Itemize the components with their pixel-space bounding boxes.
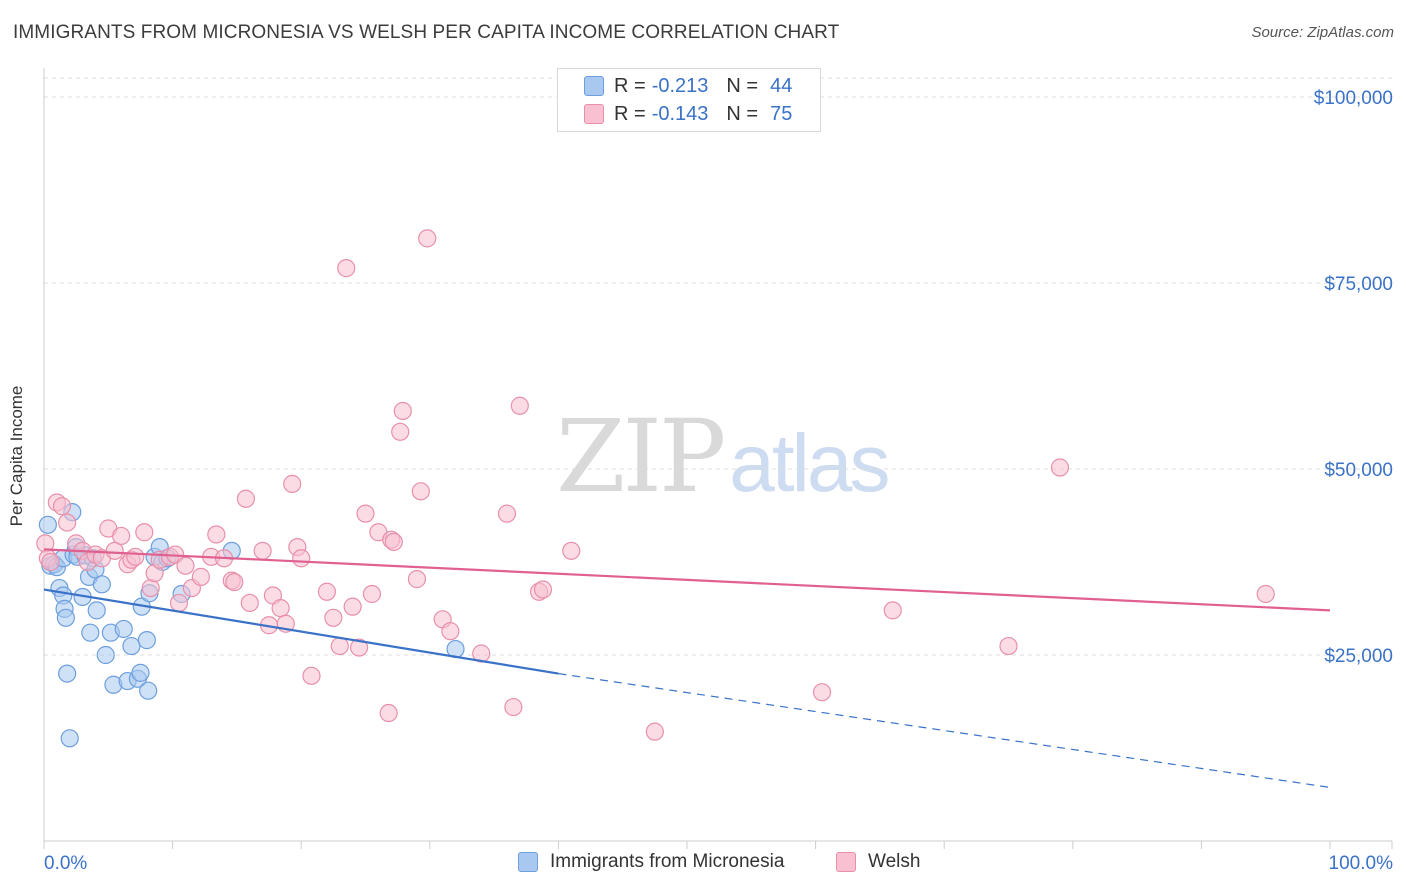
welsh-point [141, 578, 160, 598]
welsh-point [271, 599, 290, 618]
y-tick-label: $50,000 [1324, 460, 1393, 481]
welsh-point [391, 422, 410, 441]
welsh-point [317, 582, 337, 601]
welsh-point [393, 401, 412, 421]
welsh-point [126, 547, 145, 566]
micronesia-trend-extension [558, 673, 1331, 789]
welsh-point [349, 638, 369, 657]
welsh-point [225, 572, 244, 592]
y-tick-label: $25,000 [1324, 646, 1393, 667]
legend-row-micronesia: R = -0.213 N = 44 [584, 73, 792, 99]
welsh-point [112, 526, 131, 546]
micronesia-point [122, 636, 141, 656]
welsh-point [292, 549, 311, 568]
welsh-point [236, 489, 256, 508]
watermark-zip: ZIP [556, 398, 726, 515]
welsh-point [52, 497, 72, 516]
welsh-point [283, 474, 302, 493]
micronesia-trend-line [43, 588, 559, 675]
welsh-point [999, 636, 1018, 656]
welsh-point [645, 722, 664, 741]
welsh-point [324, 608, 343, 627]
legend-row-welsh: R = -0.143 N = 75 [584, 101, 792, 127]
welsh-point [533, 580, 553, 599]
legend-swatch-micronesia [584, 76, 604, 96]
welsh-point [343, 597, 362, 616]
legend-swatch-welsh [584, 104, 604, 124]
legend-n-label: N = [726, 74, 759, 97]
welsh-point [253, 541, 272, 560]
watermark-atlas: atlas [729, 418, 890, 509]
micronesia-point [60, 729, 79, 748]
legend-swatch-micronesia [518, 852, 538, 872]
welsh-point [1050, 458, 1070, 477]
micronesia-point [131, 663, 150, 682]
welsh-point [191, 567, 210, 586]
welsh-point [562, 541, 581, 560]
welsh-point [135, 523, 154, 542]
welsh-point [407, 570, 427, 589]
welsh-trend-line [43, 548, 1331, 612]
welsh-point [384, 532, 403, 552]
welsh-point [411, 482, 430, 501]
welsh-point [362, 584, 382, 604]
welsh-point [41, 552, 60, 572]
micronesia-point [58, 664, 77, 683]
legend-r-label: R = [614, 74, 646, 97]
legend-n-label: N = [726, 102, 759, 125]
welsh-point [207, 525, 226, 544]
x-tick-label: 100.0% [1329, 853, 1394, 874]
micronesia-point [96, 645, 115, 665]
y-axis-label: Per Capita Income [7, 385, 26, 527]
y-tick-label: $100,000 [1314, 88, 1393, 109]
stats-legend: R = -0.213 N = 44 R = -0.143 N = 75 [557, 68, 821, 132]
legend-swatch-welsh [836, 852, 856, 872]
legend-r-value: -0.143 [651, 102, 709, 125]
legend-label-micronesia: Immigrants from Micronesia [550, 851, 785, 872]
legend-r-value: -0.213 [651, 74, 709, 97]
welsh-point [337, 259, 356, 278]
welsh-point [497, 504, 517, 523]
y-tick-label: $75,000 [1324, 274, 1393, 295]
micronesia-point [137, 631, 156, 650]
micronesia-point [81, 623, 100, 642]
welsh-point [240, 593, 259, 613]
welsh-point [1256, 584, 1275, 604]
legend-item-micronesia[interactable]: Immigrants from Micronesia [518, 851, 784, 873]
legend-r-label: R = [614, 102, 646, 125]
micronesia-point [38, 515, 57, 534]
welsh-point [510, 396, 529, 415]
micronesia-point [87, 601, 106, 620]
welsh-point [356, 504, 375, 523]
welsh-point [330, 636, 349, 656]
welsh-point [418, 229, 437, 248]
welsh-point [441, 622, 460, 641]
welsh-point [504, 697, 523, 717]
legend-n-value: 75 [770, 102, 793, 125]
watermark: ZIPatlas [556, 398, 891, 515]
welsh-point [58, 513, 77, 532]
legend-label-welsh: Welsh [868, 851, 921, 872]
micronesia-point [139, 681, 158, 700]
source-label: Source: ZipAtlas.com [1251, 24, 1394, 41]
series-legend: Immigrants from Micronesia Welsh [0, 851, 1406, 879]
welsh-point [379, 703, 398, 723]
legend-item-welsh[interactable]: Welsh [836, 851, 920, 873]
legend-n-value: 44 [770, 74, 793, 97]
micronesia-point [114, 619, 133, 639]
x-tick-label: 0.0% [44, 853, 87, 874]
welsh-point [176, 556, 195, 575]
chart-title: IMMIGRANTS FROM MICRONESIA VS WELSH PER … [13, 22, 840, 43]
micronesia-point [56, 608, 75, 627]
welsh-point [812, 683, 832, 702]
welsh-point [302, 666, 321, 685]
welsh-point [169, 593, 189, 613]
micronesia-point [92, 575, 111, 594]
welsh-point [883, 601, 902, 620]
